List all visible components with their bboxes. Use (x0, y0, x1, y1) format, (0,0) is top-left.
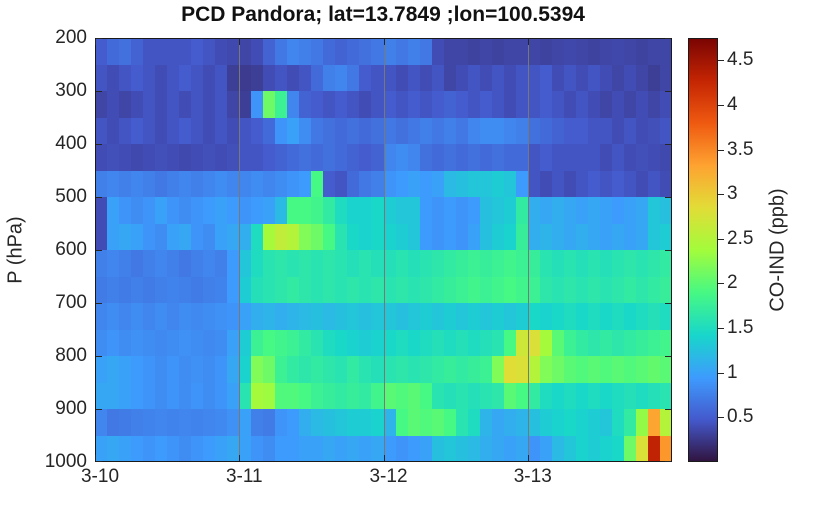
colorbar-tick-label: 4 (727, 93, 738, 115)
colorbar-tick-mark (718, 283, 724, 284)
colorbar-tick-mark (718, 150, 724, 151)
y-tick-label: 200 (55, 27, 87, 48)
y-tick-label: 900 (55, 398, 87, 419)
colorbar-label: CO-IND (ppb) (766, 188, 789, 312)
colorbar-tick-mark (718, 328, 724, 329)
colorbar-tick-mark (718, 194, 724, 195)
y-tick-label: 700 (55, 292, 87, 313)
colorbar-tick-mark (718, 60, 724, 61)
x-tick-label: 3-11 (225, 466, 263, 487)
chart-title: PCD Pandora; lat=13.7849 ;lon=100.5394 (181, 3, 585, 26)
x-tick-label: 3-10 (80, 466, 120, 487)
colorbar-tick-label: 2 (727, 272, 738, 294)
colorbar-tick-mark (718, 417, 724, 418)
colorbar-tick-mark (718, 239, 724, 240)
y-tick-label: 1000 (44, 451, 87, 472)
y-tick-label: 500 (55, 186, 87, 207)
colorbar-tick-label: 1.5 (727, 317, 754, 339)
colorbar-tick-label: 1 (727, 361, 738, 383)
y-tick-label: 800 (55, 345, 87, 366)
x-tick-label: 3-13 (513, 466, 552, 487)
heatmap-canvas (95, 38, 672, 462)
colorbar-tick-mark (718, 373, 724, 374)
colorbar-tick-label: 3 (727, 183, 738, 205)
colorbar-canvas (688, 38, 718, 462)
colorbar-tick-mark (718, 105, 724, 106)
colorbar-tick-label: 0.5 (727, 406, 754, 428)
y-tick-label: 600 (55, 239, 87, 260)
colorbar-tick-label: 2.5 (727, 227, 754, 249)
y-tick-label: 400 (55, 133, 87, 154)
y-tick-label: 300 (55, 80, 87, 101)
x-tick-label: 3-12 (369, 466, 408, 487)
colorbar-tick-label: 4.5 (727, 49, 754, 71)
colorbar-tick-label: 3.5 (727, 138, 754, 160)
